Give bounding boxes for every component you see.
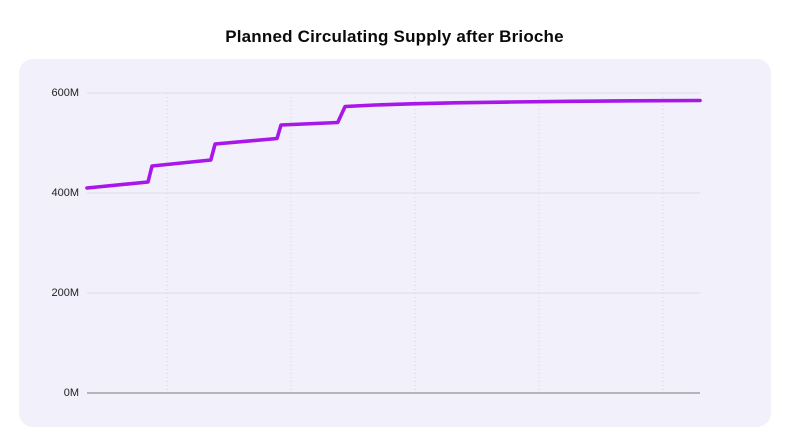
y-tick-label: 600M <box>51 87 79 99</box>
y-tick-label: 200M <box>51 287 79 299</box>
chart-panel: 0M 200M 400M 600M <box>19 59 771 427</box>
y-tick-label: 0M <box>63 387 79 399</box>
chart-title: Planned Circulating Supply after Brioche <box>225 27 564 46</box>
y-tick-label: 400M <box>51 187 79 199</box>
supply-series-line <box>85 98 702 190</box>
supply-line-chart <box>85 92 702 394</box>
